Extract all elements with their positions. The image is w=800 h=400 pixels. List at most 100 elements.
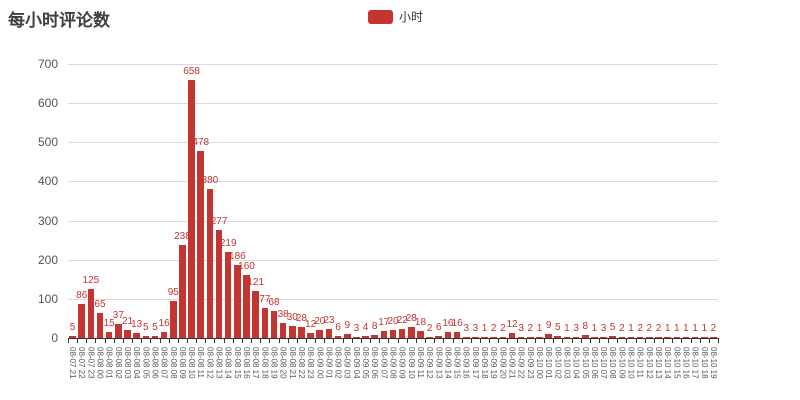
- bar[interactable]: [435, 335, 443, 338]
- bar[interactable]: [664, 337, 671, 338]
- bar[interactable]: [408, 327, 415, 338]
- bar[interactable]: [517, 336, 525, 338]
- bar[interactable]: [700, 337, 708, 338]
- bar[interactable]: [572, 336, 580, 338]
- y-axis-label: 400: [37, 174, 58, 189]
- axis-tick: [406, 338, 408, 343]
- bar-value-label: 21: [121, 315, 134, 327]
- bar[interactable]: [234, 265, 241, 338]
- bar[interactable]: [527, 337, 534, 338]
- bar[interactable]: [472, 336, 479, 338]
- legend-item-hour[interactable]: 小时: [368, 8, 423, 25]
- bar-value-label: 3: [353, 322, 360, 334]
- bar[interactable]: [169, 300, 177, 338]
- bar[interactable]: [316, 330, 324, 338]
- axis-tick: [708, 338, 710, 343]
- bar[interactable]: [78, 304, 85, 338]
- bar[interactable]: [462, 336, 470, 338]
- bar-value-label: 277: [210, 215, 228, 227]
- bar[interactable]: [426, 337, 433, 338]
- bar[interactable]: [261, 307, 269, 338]
- bar[interactable]: [508, 333, 516, 338]
- x-axis-label: 08-09 06: [370, 347, 380, 379]
- bar-value-label: 1: [674, 323, 680, 334]
- axis-tick: [415, 338, 417, 343]
- bar[interactable]: [499, 337, 507, 338]
- bar[interactable]: [179, 244, 186, 338]
- bar[interactable]: [673, 337, 681, 338]
- bar[interactable]: [609, 336, 616, 338]
- bar[interactable]: [389, 330, 397, 338]
- x-axis-label: 08-08 21: [287, 347, 297, 379]
- gridline: [68, 64, 718, 65]
- bar[interactable]: [270, 311, 278, 338]
- axis-tick: [553, 338, 555, 343]
- bar[interactable]: [206, 189, 214, 338]
- bar[interactable]: [96, 312, 104, 338]
- bar[interactable]: [627, 337, 635, 338]
- bar[interactable]: [115, 323, 122, 338]
- bar[interactable]: [151, 336, 159, 338]
- bar[interactable]: [87, 289, 95, 338]
- bar[interactable]: [453, 331, 461, 338]
- bar[interactable]: [618, 337, 626, 338]
- bar[interactable]: [343, 334, 351, 338]
- bar[interactable]: [334, 335, 342, 338]
- x-axis-label: 08-09 20: [498, 347, 508, 379]
- gridline: [68, 298, 718, 300]
- bar[interactable]: [69, 336, 76, 338]
- bar[interactable]: [133, 332, 140, 338]
- axis-tick: [388, 338, 390, 343]
- bar[interactable]: [554, 336, 562, 338]
- bar[interactable]: [536, 337, 543, 338]
- bar[interactable]: [215, 229, 223, 338]
- bar-value-label: 37: [112, 309, 124, 321]
- bar[interactable]: [197, 150, 205, 338]
- bar[interactable]: [710, 337, 717, 338]
- bar[interactable]: [371, 334, 378, 338]
- bar[interactable]: [636, 337, 644, 338]
- bar[interactable]: [444, 331, 452, 338]
- axis-tick: [278, 338, 280, 343]
- bar[interactable]: [380, 331, 388, 338]
- bar[interactable]: [307, 333, 314, 338]
- axis-tick: [589, 338, 591, 343]
- bar[interactable]: [252, 290, 259, 338]
- bar-value-label: 5: [555, 322, 561, 334]
- bar[interactable]: [289, 326, 296, 338]
- x-axis-label: 08-09 15: [452, 347, 462, 379]
- bar[interactable]: [124, 329, 131, 338]
- bar[interactable]: [298, 327, 305, 338]
- bar[interactable]: [362, 336, 369, 338]
- bar[interactable]: [398, 329, 406, 338]
- bar[interactable]: [224, 252, 232, 338]
- axis-tick: [571, 338, 573, 343]
- bar[interactable]: [591, 337, 598, 338]
- bar[interactable]: [325, 329, 333, 338]
- axis-tick: [351, 338, 353, 343]
- bar[interactable]: [105, 332, 113, 338]
- bar[interactable]: [545, 334, 552, 338]
- bar[interactable]: [691, 337, 699, 338]
- x-axis-label: 08-10 19: [708, 347, 718, 379]
- bar[interactable]: [563, 337, 571, 338]
- bar[interactable]: [142, 336, 150, 338]
- bar[interactable]: [646, 337, 653, 338]
- bar[interactable]: [481, 337, 488, 338]
- bar[interactable]: [581, 334, 589, 338]
- x-axis-label: 08-09 07: [379, 347, 389, 379]
- bar[interactable]: [417, 330, 424, 338]
- axis-tick: [580, 338, 582, 343]
- bar[interactable]: [243, 275, 250, 338]
- axis-tick: [360, 338, 362, 343]
- bar[interactable]: [353, 336, 360, 338]
- bar[interactable]: [682, 337, 690, 338]
- bar[interactable]: [655, 337, 662, 338]
- bar[interactable]: [600, 336, 607, 338]
- bar[interactable]: [160, 331, 168, 338]
- bar[interactable]: [188, 80, 195, 338]
- bar-value-label: 16: [442, 317, 454, 329]
- bar[interactable]: [279, 323, 287, 338]
- bar[interactable]: [490, 337, 497, 338]
